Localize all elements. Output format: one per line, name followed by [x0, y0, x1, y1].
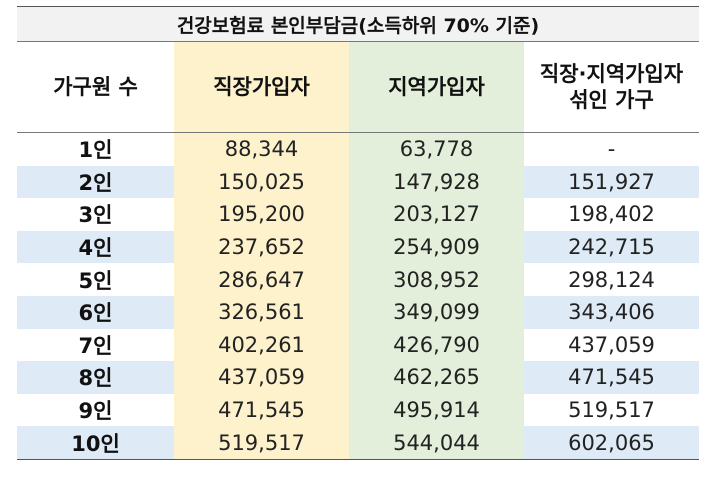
mixed-value: 343,406: [524, 295, 699, 329]
row-label: 7인: [17, 328, 174, 362]
employee-value: 519,517: [174, 426, 349, 460]
row-label: 5인: [17, 263, 174, 296]
table-row: 7인 402,261 426,790 437,059: [17, 328, 699, 362]
row-label: 4인: [17, 230, 174, 264]
employee-value: 471,545: [174, 393, 349, 427]
row-label: 6인: [17, 295, 174, 329]
row-label: 3인: [17, 198, 174, 231]
health-insurance-premium-table: 건강보험료 본인부담금(소득하위 70% 기준) 가구원 수 직장가입자 지역가…: [17, 6, 699, 460]
header-mixed-line1: 직장·지역가입자: [539, 62, 684, 86]
employee-value: 88,344: [174, 132, 349, 166]
employee-value: 286,647: [174, 263, 349, 296]
header-mixed-household: 직장·지역가입자 섞인 가구: [524, 41, 699, 133]
regional-value: 308,952: [349, 263, 524, 296]
mixed-value: 198,402: [524, 198, 699, 231]
premium-table-container: 건강보험료 본인부담금(소득하위 70% 기준) 가구원 수 직장가입자 지역가…: [17, 6, 699, 460]
regional-value: 544,044: [349, 426, 524, 460]
table-row: 8인 437,059 462,265 471,545: [17, 361, 699, 394]
header-mixed-line2: 섞인 가구: [569, 88, 654, 112]
row-label: 1인: [17, 132, 174, 166]
regional-value: 462,265: [349, 361, 524, 394]
row-label: 10인: [17, 426, 174, 460]
mixed-value: -: [524, 132, 699, 166]
regional-value: 147,928: [349, 165, 524, 199]
row-label: 9인: [17, 393, 174, 427]
table-row: 1인 88,344 63,778 -: [17, 132, 699, 166]
employee-value: 195,200: [174, 198, 349, 231]
regional-value: 495,914: [349, 393, 524, 427]
table-row: 6인 326,561 349,099 343,406: [17, 295, 699, 329]
employee-value: 402,261: [174, 328, 349, 362]
header-employee-subscriber: 직장가입자: [174, 41, 349, 133]
mixed-value: 471,545: [524, 361, 699, 394]
table-row: 3인 195,200 203,127 198,402: [17, 198, 699, 231]
header-household-size: 가구원 수: [17, 41, 174, 133]
row-label: 8인: [17, 361, 174, 394]
header-regional-subscriber: 지역가입자: [349, 41, 524, 133]
mixed-value: 242,715: [524, 230, 699, 264]
employee-value: 326,561: [174, 295, 349, 329]
regional-value: 349,099: [349, 295, 524, 329]
mixed-value: 519,517: [524, 393, 699, 427]
mixed-value: 437,059: [524, 328, 699, 362]
employee-value: 437,059: [174, 361, 349, 394]
mixed-value: 602,065: [524, 426, 699, 460]
table-title: 건강보험료 본인부담금(소득하위 70% 기준): [17, 6, 699, 42]
regional-value: 203,127: [349, 198, 524, 231]
table-row: 5인 286,647 308,952 298,124: [17, 263, 699, 296]
employee-value: 150,025: [174, 165, 349, 199]
regional-value: 63,778: [349, 132, 524, 166]
row-label: 2인: [17, 165, 174, 199]
table-row: 4인 237,652 254,909 242,715: [17, 230, 699, 264]
mixed-value: 298,124: [524, 263, 699, 296]
regional-value: 426,790: [349, 328, 524, 362]
table-row: 2인 150,025 147,928 151,927: [17, 165, 699, 199]
table-row: 10인 519,517 544,044 602,065: [17, 426, 699, 460]
regional-value: 254,909: [349, 230, 524, 264]
employee-value: 237,652: [174, 230, 349, 264]
table-row: 9인 471,545 495,914 519,517: [17, 393, 699, 427]
mixed-value: 151,927: [524, 165, 699, 199]
